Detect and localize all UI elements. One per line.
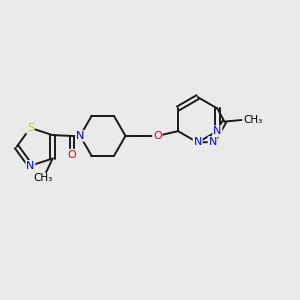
Text: N: N — [194, 137, 202, 148]
Text: N: N — [76, 131, 84, 141]
Text: CH₃: CH₃ — [244, 115, 263, 125]
Text: N: N — [213, 126, 221, 136]
Text: O: O — [153, 131, 162, 141]
Text: CH₃: CH₃ — [34, 173, 53, 183]
Text: N: N — [26, 161, 34, 171]
Text: S: S — [27, 123, 34, 133]
Text: O: O — [68, 150, 76, 160]
Text: N: N — [208, 137, 217, 147]
